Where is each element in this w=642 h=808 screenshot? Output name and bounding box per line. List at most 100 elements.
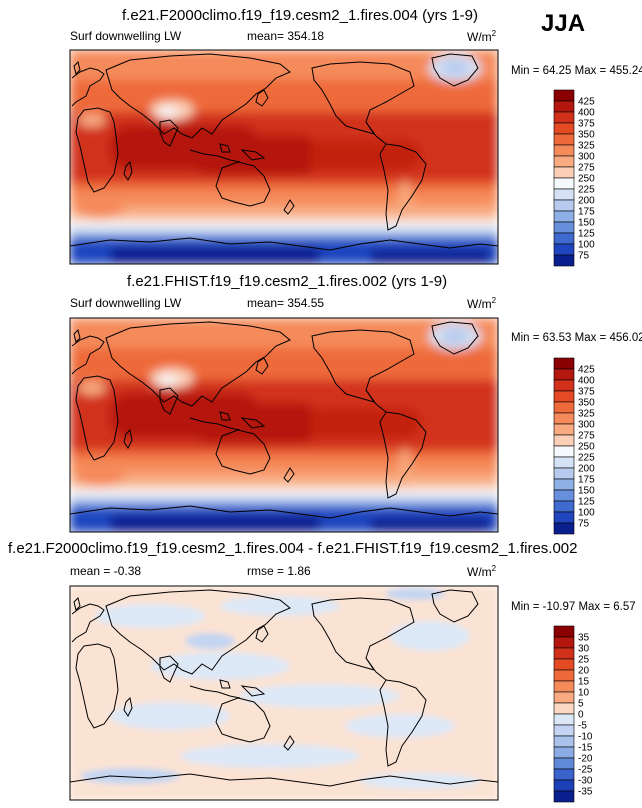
colorbar-3-swatch (553, 724, 575, 737)
colorbar-2-tick: 400 (578, 376, 595, 387)
season-label: JJA (541, 10, 586, 37)
colorbar-2-tick: 175 (578, 475, 595, 486)
colorbar-1-swatch (553, 89, 575, 102)
colorbar-3-tick: 15 (578, 677, 590, 688)
panel-3-unit-sup: 2 (491, 564, 497, 573)
panel-3-minmax: Min = -10.97 Max = 6.57 (511, 601, 636, 613)
colorbar-2-swatch (553, 522, 575, 535)
colorbar-2-swatch (553, 357, 575, 370)
colorbar-2-tick: 125 (578, 497, 595, 508)
colorbar-2-tick: 275 (578, 431, 595, 442)
panel-1-minmax: Min = 64.25 Max = 455.24 (511, 65, 642, 77)
colorbar-2-swatch (553, 379, 575, 392)
panel-2-unit-base: W/m (467, 297, 492, 311)
panel-3-mean: mean = -0.38 (70, 564, 142, 578)
colorbar-2-tick: 325 (578, 409, 595, 420)
colorbar-1-tick: 425 (578, 97, 595, 108)
colorbar-3-tick: -20 (578, 754, 593, 765)
colorbar-3-tick: -35 (578, 787, 593, 798)
panel-3-rmse-label: rmse = (247, 564, 285, 578)
colorbar-3-swatch (553, 757, 575, 770)
colorbar-1-swatch (553, 166, 575, 179)
colorbar-2: 4254003753503253002752502252001751501251… (553, 357, 595, 535)
panel-2-title: f.e21.FHIST.f19_f19.cesm2_1.fires.002 (y… (127, 273, 448, 290)
colorbar-3-swatch (553, 691, 575, 704)
colorbar-2-swatch (553, 478, 575, 491)
colorbar-1-swatch (553, 232, 575, 245)
colorbar-3-swatch (553, 735, 575, 748)
colorbar-1-tick: 400 (578, 108, 595, 119)
colorbar-3-tick: -5 (578, 721, 587, 732)
colorbar-2-tick: 300 (578, 420, 595, 431)
panel-1-unit-sup: 2 (491, 29, 497, 38)
panel-2-mean: mean= 354.55 (247, 296, 324, 310)
colorbar-3-swatch (553, 658, 575, 671)
colorbar-2-tick: 350 (578, 398, 595, 409)
panel-1-variable: Surf downwelling LW (70, 29, 182, 43)
colorbar-3-swatch (553, 647, 575, 660)
panel-1-units: W/m2 (467, 29, 496, 44)
panel-2-variable: Surf downwelling LW (70, 296, 182, 310)
colorbar-1-tick: 275 (578, 163, 595, 174)
colorbar-3-swatch (553, 713, 575, 726)
colorbar-2-tick: 200 (578, 464, 595, 475)
colorbar-1-swatch (553, 188, 575, 201)
map-1-frame (69, 49, 499, 265)
colorbar-1-swatch (553, 111, 575, 124)
colorbar-3-swatch (553, 680, 575, 693)
colorbar-3-tick: 0 (578, 710, 584, 721)
map-3 (70, 586, 498, 800)
colorbar-3-swatch (553, 669, 575, 682)
colorbar-1-tick: 350 (578, 130, 595, 141)
colorbar-1-swatch (553, 133, 575, 146)
colorbar-2-swatch (553, 467, 575, 480)
colorbar-2-swatch (553, 434, 575, 447)
colorbar-2-swatch (553, 500, 575, 513)
panel-2-units: W/m2 (467, 296, 496, 311)
map-1 (70, 50, 498, 264)
colorbar-1-swatch (553, 144, 575, 157)
panel-1-mean: mean= 354.18 (247, 29, 324, 43)
colorbar-1-swatch (553, 155, 575, 168)
colorbar-1-tick: 300 (578, 152, 595, 163)
colorbar-3-tick: 30 (578, 644, 590, 655)
colorbar-3-swatch (553, 746, 575, 759)
colorbar-2-swatch (553, 423, 575, 436)
colorbar-2-swatch (553, 390, 575, 403)
colorbar-2-tick: 100 (578, 508, 595, 519)
colorbar-1-swatch (553, 221, 575, 234)
colorbar-2-swatch (553, 511, 575, 524)
colorbar-3-tick: -30 (578, 776, 593, 787)
colorbar-2-tick: 425 (578, 365, 595, 376)
panel-3-unit-base: W/m (467, 565, 492, 579)
colorbar-3-tick: 10 (578, 688, 590, 699)
colorbar-3-swatch (553, 790, 575, 803)
panel-3-units: W/m2 (467, 564, 496, 579)
colorbar-1-swatch (553, 254, 575, 267)
colorbar-1-tick: 375 (578, 119, 595, 130)
colorbar-1-tick: 250 (578, 174, 595, 185)
colorbar-2-swatch (553, 456, 575, 469)
colorbar-1-swatch (553, 210, 575, 223)
colorbar-3-swatch (553, 779, 575, 792)
colorbar-1-tick: 75 (578, 251, 590, 262)
colorbar-3-tick: -10 (578, 732, 593, 743)
colorbar-1-tick: 225 (578, 185, 595, 196)
colorbar-1-tick: 325 (578, 141, 595, 152)
colorbar-2-swatch (553, 445, 575, 458)
colorbar-3-tick: -15 (578, 743, 593, 754)
map-2-frame (69, 317, 499, 533)
colorbar-2-swatch (553, 368, 575, 381)
panel-3-rmse: rmse = 1.86 (247, 564, 311, 578)
map-3-frame (69, 585, 499, 801)
panel-1-unit-base: W/m (467, 30, 492, 44)
colorbar-2-tick: 375 (578, 387, 595, 398)
panel-1-mean-label: mean= (247, 29, 285, 43)
colorbar-3-tick: 25 (578, 655, 590, 666)
panel-1-title: f.e21.F2000climo.f19_f19.cesm2_1.fires.0… (122, 7, 479, 24)
colorbar-1-swatch (553, 177, 575, 190)
colorbar-2-swatch (553, 401, 575, 414)
colorbar-2-tick: 250 (578, 442, 595, 453)
